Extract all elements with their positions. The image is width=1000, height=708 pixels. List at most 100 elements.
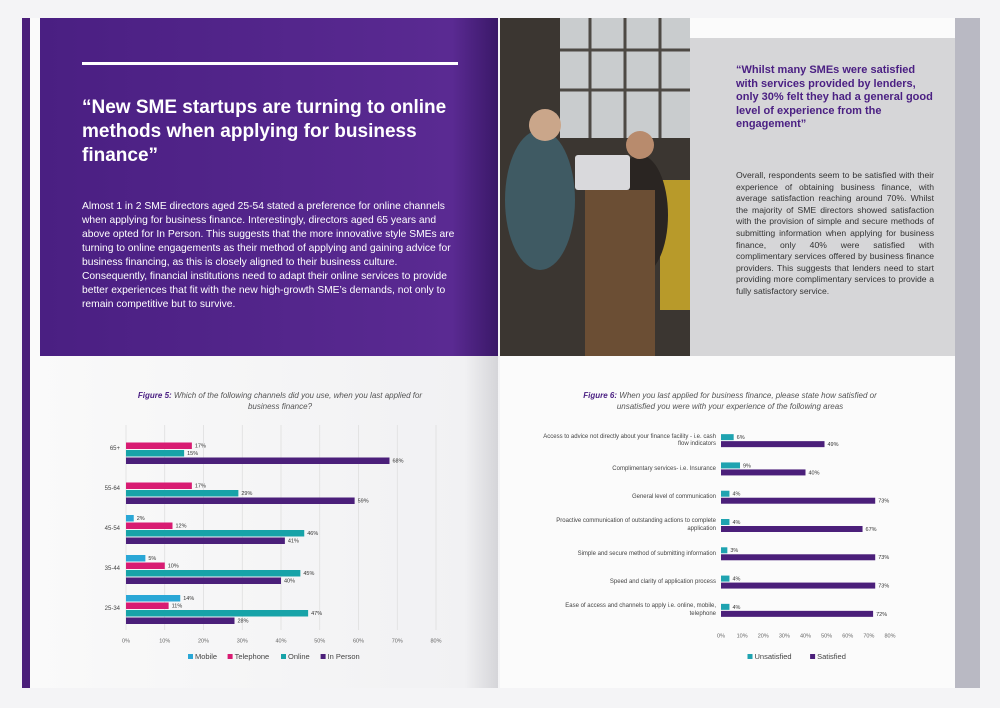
category-label: Proactive communication of outstanding a… [556, 518, 716, 532]
x-tick-label: 40% [275, 638, 286, 644]
legend-label: In Person [328, 652, 360, 661]
value-label: 4% [732, 605, 740, 611]
figure-label: Figure 5: [137, 391, 172, 400]
value-label: 73% [878, 584, 889, 590]
category-label: Access to advice not directly about your… [543, 433, 716, 448]
value-label: 3% [730, 548, 738, 554]
value-label: 29% [241, 491, 252, 497]
value-label: 14% [183, 596, 194, 602]
category-text: 45-54 [104, 526, 120, 533]
x-tick-label: 0% [717, 633, 725, 639]
bar [721, 434, 734, 441]
value-label: 41% [288, 539, 299, 545]
x-tick-label: 80% [884, 633, 895, 639]
bar [126, 537, 285, 544]
photo-laptop [575, 155, 630, 190]
category-text: 65+ [109, 446, 120, 453]
value-label: 73% [878, 555, 889, 561]
value-label: 68% [393, 459, 404, 465]
bar [126, 577, 281, 584]
category-text: Access to advice not directly about your… [543, 433, 716, 448]
legend-swatch [747, 654, 753, 659]
value-label: 9% [743, 463, 751, 469]
category-label: Speed and clarity of application process [610, 579, 716, 585]
value-label: 15% [187, 451, 198, 457]
value-label: 4% [732, 492, 740, 498]
left-quote: “New SME startups are turning to online … [82, 97, 447, 166]
value-label: 17% [195, 444, 206, 450]
legend-label: Telephone [235, 652, 270, 661]
category-label: 65+ [109, 446, 120, 453]
category-label: General level of communication [632, 494, 716, 500]
value-label: 4% [732, 577, 740, 583]
purple-panel [40, 18, 498, 356]
category-text: Simple and secure method of submitting i… [577, 550, 716, 557]
category-text: Complimentary services- i.e. Insurance [612, 465, 716, 472]
legend-swatch [320, 654, 326, 659]
bar [721, 582, 876, 589]
bar [126, 570, 301, 577]
legend-label: Satisfied [817, 652, 846, 661]
category-label: 45-54 [104, 526, 120, 533]
category-text: 25-34 [104, 606, 120, 613]
rule [82, 62, 458, 65]
value-label: 10% [168, 564, 179, 570]
legend-label: Mobile [195, 652, 217, 661]
value-label: 40% [284, 579, 295, 585]
quote-panel [690, 38, 955, 356]
value-label: 11% [172, 604, 183, 610]
left-body: Almost 1 in 2 SME directors aged 25-54 s… [82, 201, 455, 310]
bar [721, 490, 730, 497]
x-tick-label: 20% [198, 638, 209, 644]
figure-label: Figure 6: [583, 391, 618, 400]
bar [721, 603, 730, 610]
bar [126, 610, 309, 617]
x-tick-label: 40% [800, 633, 811, 639]
x-tick-label: 0% [122, 638, 130, 644]
category-label: Simple and secure method of submitting i… [577, 550, 716, 557]
value-label: 6% [737, 435, 745, 441]
value-label: 46% [307, 531, 318, 537]
x-tick-label: 20% [758, 633, 769, 639]
bar [126, 497, 355, 504]
x-tick-label: 60% [353, 638, 364, 644]
category-text: Ease of access and channels to apply i.e… [565, 603, 716, 617]
category-label: Ease of access and channels to apply i.e… [565, 603, 716, 617]
x-tick-label: 10% [159, 638, 170, 644]
value-label: 67% [866, 527, 877, 533]
figure-title: Figure 6: When you last applied for busi… [575, 390, 885, 412]
value-label: 49% [828, 442, 839, 448]
bar [721, 610, 874, 617]
photo-table [585, 190, 655, 356]
category-label: 55-64 [104, 486, 120, 493]
category-label: 35-44 [105, 566, 120, 572]
chart-title: When you last applied for business finan… [616, 391, 877, 411]
value-label: 47% [311, 611, 322, 617]
x-tick-label: 50% [314, 638, 325, 644]
bar [126, 562, 165, 569]
bar [126, 530, 305, 537]
legend-label: Unsatisfied [755, 652, 792, 661]
value-label: 45% [303, 571, 314, 577]
edge-strip [22, 18, 30, 688]
bar [126, 595, 181, 602]
value-label: 17% [195, 484, 206, 490]
legend-swatch [188, 654, 193, 659]
category-text: 55-64 [104, 486, 120, 493]
value-label: 40% [809, 470, 820, 476]
legend-swatch [281, 654, 286, 659]
bar [126, 450, 185, 457]
bar [721, 441, 825, 448]
figure-title: Figure 5: Which of the following channel… [130, 390, 430, 412]
chart-title: Which of the following channels did you … [173, 391, 423, 411]
bar [721, 554, 876, 561]
bar [721, 526, 863, 532]
value-label: 4% [732, 520, 740, 526]
bar [721, 547, 728, 554]
category-label: Complimentary services- i.e. Insurance [612, 465, 716, 472]
bar [721, 497, 876, 504]
x-tick-label: 60% [842, 633, 853, 639]
photo-head [529, 109, 561, 141]
